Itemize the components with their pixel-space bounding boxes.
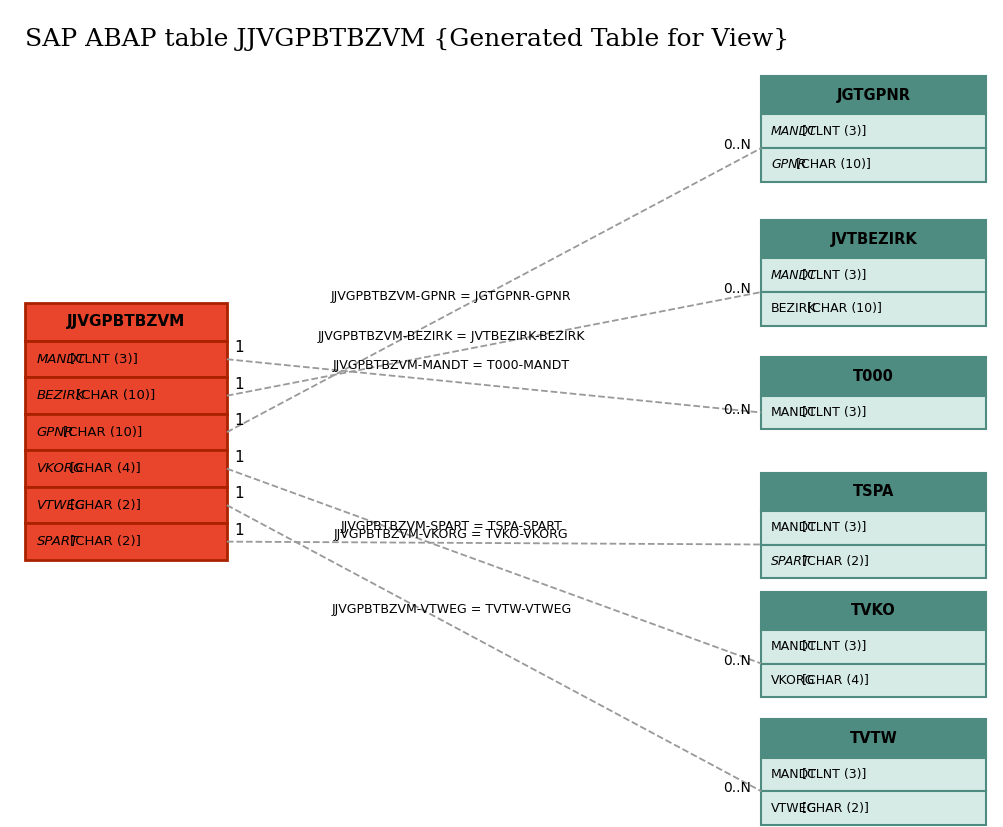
Bar	[760, 791, 985, 825]
Text: BEZIRK: BEZIRK	[36, 390, 85, 402]
Bar	[760, 544, 985, 578]
Text: VTWEG: VTWEG	[770, 801, 816, 815]
Bar	[25, 487, 227, 523]
Text: GPNR: GPNR	[770, 158, 805, 171]
Text: 0..N: 0..N	[723, 653, 750, 667]
Text: 0..N: 0..N	[723, 282, 750, 296]
Text: MANDT: MANDT	[770, 521, 816, 534]
Bar	[760, 719, 985, 758]
Text: JJVGPBTBZVM-GPNR = JGTGPNR-GPNR: JJVGPBTBZVM-GPNR = JGTGPNR-GPNR	[331, 290, 571, 304]
Text: SPART: SPART	[770, 555, 809, 568]
Text: MANDT: MANDT	[770, 640, 816, 653]
Bar	[25, 451, 227, 487]
Bar	[760, 292, 985, 326]
Text: BEZIRK: BEZIRK	[770, 303, 815, 315]
Text: MANDT: MANDT	[770, 269, 816, 282]
Bar	[25, 414, 227, 451]
Bar	[760, 395, 985, 429]
Bar	[760, 663, 985, 697]
Text: [CHAR (10)]: [CHAR (10)]	[75, 390, 154, 402]
Text: JJVGPBTBZVM-VKORG = TVKO-VKORG: JJVGPBTBZVM-VKORG = TVKO-VKORG	[334, 528, 568, 541]
Text: 0..N: 0..N	[723, 403, 750, 417]
Bar	[760, 591, 985, 630]
Text: [CHAR (2)]: [CHAR (2)]	[69, 499, 140, 512]
Bar	[760, 357, 985, 395]
Text: MANDT: MANDT	[36, 353, 85, 366]
Bar	[760, 114, 985, 148]
Text: JGTGPNR: JGTGPNR	[835, 88, 910, 103]
Text: 1: 1	[235, 414, 244, 428]
Text: [CLNT (3)]: [CLNT (3)]	[801, 640, 866, 653]
Text: JJVGPBTBZVM-MANDT = T000-MANDT: JJVGPBTBZVM-MANDT = T000-MANDT	[332, 359, 570, 372]
Bar	[760, 259, 985, 292]
Bar	[760, 511, 985, 544]
Text: VKORG: VKORG	[770, 674, 814, 687]
Text: [CHAR (4)]: [CHAR (4)]	[801, 674, 868, 687]
Text: [CHAR (2)]: [CHAR (2)]	[69, 535, 140, 548]
Text: JJVGPBTBZVM-BEZIRK = JVTBEZIRK-BEZIRK: JJVGPBTBZVM-BEZIRK = JVTBEZIRK-BEZIRK	[317, 330, 585, 342]
Text: [CHAR (10)]: [CHAR (10)]	[806, 303, 882, 315]
Text: [CLNT (3)]: [CLNT (3)]	[801, 269, 866, 282]
Bar	[25, 341, 227, 377]
Bar	[760, 148, 985, 182]
Text: 1: 1	[235, 523, 244, 538]
Bar	[25, 523, 227, 560]
Text: VTWEG: VTWEG	[36, 499, 85, 512]
Text: VKORG: VKORG	[36, 462, 84, 476]
Bar	[760, 630, 985, 663]
Text: [CLNT (3)]: [CLNT (3)]	[801, 768, 866, 781]
Bar	[25, 377, 227, 414]
Text: 1: 1	[235, 450, 244, 465]
Text: TVKO: TVKO	[851, 603, 896, 619]
Text: JVTBEZIRK: JVTBEZIRK	[829, 232, 916, 246]
Text: 1: 1	[235, 341, 244, 356]
Text: [CHAR (4)]: [CHAR (4)]	[69, 462, 140, 476]
Text: [CLNT (3)]: [CLNT (3)]	[69, 353, 137, 366]
Text: [CLNT (3)]: [CLNT (3)]	[801, 521, 866, 534]
Text: 0..N: 0..N	[723, 138, 750, 152]
Bar	[760, 76, 985, 114]
Bar	[25, 303, 227, 341]
Text: GPNR: GPNR	[36, 426, 74, 438]
Text: [CHAR (2)]: [CHAR (2)]	[801, 555, 868, 568]
Text: JJVGPBTBZVM: JJVGPBTBZVM	[66, 314, 185, 329]
Text: MANDT: MANDT	[770, 768, 816, 781]
Text: JJVGPBTBZVM-VTWEG = TVTW-VTWEG: JJVGPBTBZVM-VTWEG = TVTW-VTWEG	[331, 603, 571, 615]
Text: MANDT: MANDT	[770, 125, 816, 138]
Text: MANDT: MANDT	[770, 406, 816, 419]
Text: JJVGPBTBZVM-SPART = TSPA-SPART: JJVGPBTBZVM-SPART = TSPA-SPART	[340, 520, 562, 533]
Text: TSPA: TSPA	[853, 484, 894, 500]
Text: 0..N: 0..N	[723, 782, 750, 796]
Bar	[760, 472, 985, 511]
Text: [CHAR (10)]: [CHAR (10)]	[795, 158, 870, 171]
Text: SAP ABAP table JJVGPBTBZVM {Generated Table for View}: SAP ABAP table JJVGPBTBZVM {Generated Ta…	[25, 28, 788, 51]
Text: [CHAR (10)]: [CHAR (10)]	[63, 426, 142, 438]
Text: TVTW: TVTW	[849, 731, 897, 746]
Text: [CHAR (2)]: [CHAR (2)]	[801, 801, 868, 815]
Bar	[760, 220, 985, 259]
Text: 1: 1	[235, 377, 244, 392]
Bar	[760, 758, 985, 791]
Text: T000: T000	[853, 369, 894, 384]
Text: [CLNT (3)]: [CLNT (3)]	[801, 406, 866, 419]
Text: SPART: SPART	[36, 535, 78, 548]
Text: [CLNT (3)]: [CLNT (3)]	[801, 125, 866, 138]
Text: 1: 1	[235, 486, 244, 501]
